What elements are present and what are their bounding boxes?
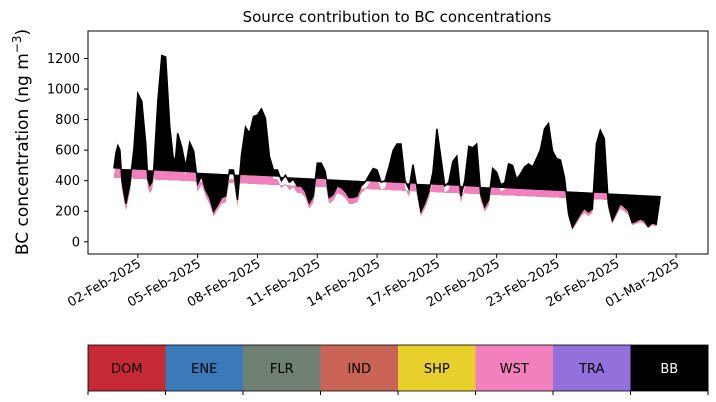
legend-swatch-flr	[243, 345, 321, 391]
legend-label-wst: WST	[500, 362, 529, 377]
legend-label-flr: FLR	[270, 362, 294, 377]
plot-frame	[87, 30, 709, 255]
plot-area	[113, 54, 661, 230]
y-axis-label-suffix: )	[13, 29, 33, 36]
legend-swatch-shp	[398, 345, 476, 391]
legend-label-bb: BB	[660, 362, 678, 377]
y-tick-label: 400	[55, 174, 80, 189]
chart-title: Source contribution to BC concentrations	[243, 8, 552, 26]
y-tick-label: 200	[55, 205, 80, 220]
x-axis: 02-Feb-202505-Feb-202508-Feb-202511-Feb-…	[65, 254, 682, 311]
area-series-wst	[113, 79, 661, 230]
y-axis-label: BC concentration (ng m−3)	[10, 29, 33, 255]
legend-swatch-ene	[165, 345, 244, 391]
legend-swatch-tra	[553, 345, 631, 391]
legend: DOM ENE FLR IND SHP WST TRA BB	[87, 344, 709, 395]
legend-swatch-wst	[475, 345, 554, 391]
y-axis-label-prefix: BC concentration (ng m	[13, 53, 33, 255]
total-line	[113, 54, 661, 230]
y-tick-label: 0	[72, 235, 80, 250]
legend-label-ene: ENE	[191, 362, 217, 377]
y-tick-label: 1000	[47, 83, 80, 98]
area-series-bb	[113, 55, 661, 228]
y-axis-label-exponent: −3	[10, 35, 24, 53]
legend-label-ind: IND	[347, 362, 371, 377]
legend-swatch-ind	[320, 345, 399, 391]
y-tick-label: 1200	[47, 52, 80, 67]
y-axis: 0 200 400 600 800 1000 1200	[47, 52, 88, 250]
y-tick-label: 600	[55, 144, 80, 159]
legend-swatch-bb	[630, 345, 709, 391]
y-tick-label: 800	[55, 113, 80, 128]
legend-label-dom: DOM	[111, 362, 142, 377]
legend-label-tra: TRA	[578, 362, 604, 377]
legend-swatch-dom	[88, 345, 166, 391]
legend-label-shp: SHP	[424, 362, 450, 377]
